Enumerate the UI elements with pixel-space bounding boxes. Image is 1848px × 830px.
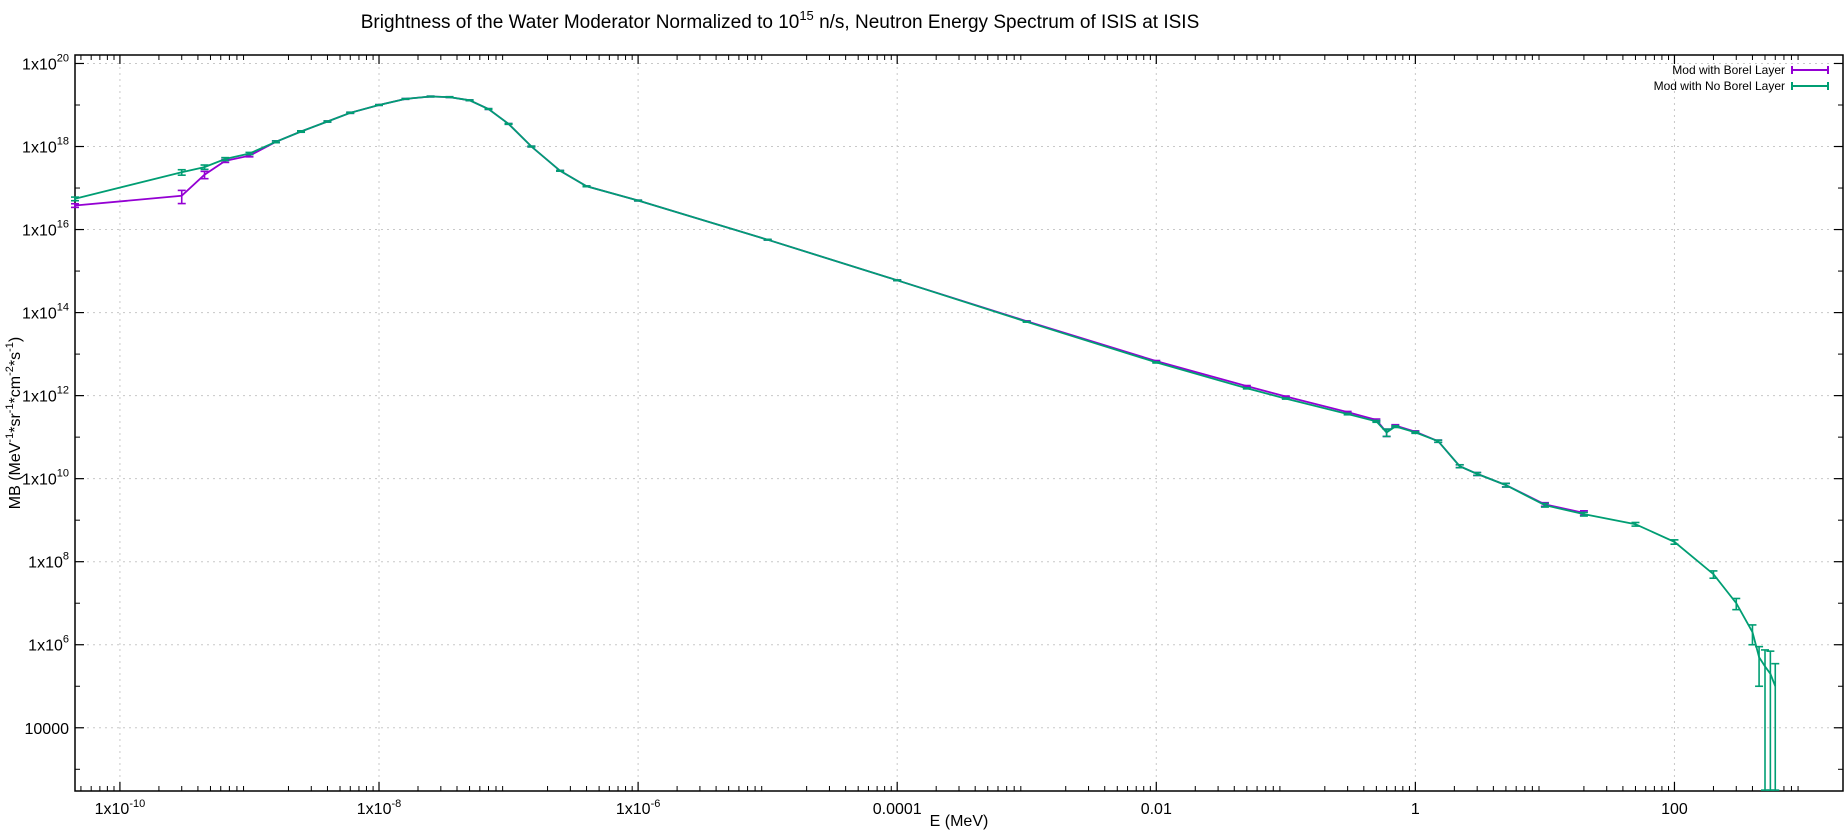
y-label-superscript: -2 [4,366,16,376]
plot-frame [74,54,1844,792]
x-tick-label: 1x10-6 [616,798,660,818]
y-label-part: *s [7,352,24,366]
axis-ticks [75,55,1844,791]
y-tick-exponent: 8 [63,551,69,563]
y-tick-label: 10000 [25,721,70,738]
x-tick-base: 1x10 [616,801,651,818]
x-tick-label: 100 [1661,801,1688,818]
y-tick-base: 1x10 [28,638,63,655]
x-tick-base: 100 [1661,801,1688,818]
y-tick-label: 1x1016 [22,219,69,240]
y-tick-exponent: 20 [57,52,69,64]
y-tick-base: 1x10 [22,306,57,323]
x-tick-label: 0.01 [1141,801,1172,818]
x-tick-exponent: -8 [391,798,401,810]
y-label-superscript: -1 [4,342,16,352]
y-axis-label: MB (MeV-1*sr-1*cm-2*s-1) [4,337,24,509]
y-tick-exponent: 12 [57,385,69,397]
y-tick-label: 1x1014 [22,302,69,323]
series-line [74,95,1585,514]
y-tick-exponent: 18 [57,136,69,148]
series-1 [71,95,1780,791]
legend: Mod with Borel Layer Mod with No Borel La… [1654,63,1829,93]
x-tick-labels: 1x10-10 1x10-8 1x10-6 0.0001 0.01 1 100 [95,798,1688,818]
series-0 [71,95,1588,516]
y-tick-base: 1x10 [22,56,57,73]
x-tick-base: 0.0001 [873,801,922,818]
x-tick-label: 1x10-8 [357,798,401,818]
x-tick-label: 1 [1411,801,1420,818]
y-tick-base: 1x10 [22,389,57,406]
y-tick-labels: 1x10201x10181x10161x10141x10121x10101x10… [22,52,69,737]
y-tick-exponent: 6 [63,634,69,646]
y-tick-label: 1x1020 [22,52,69,73]
y-label-superscript: -1 [4,403,16,413]
y-tick-exponent: 16 [57,219,69,231]
chart-title-rest: n/s, Neutron Energy Spectrum of ISIS at … [814,12,1199,33]
data-series [71,95,1780,791]
x-tick-label: 1x10-10 [95,798,146,818]
series-line [74,95,1777,687]
y-tick-base: 1x10 [22,223,57,240]
y-tick-label: 1x108 [28,551,69,572]
y-tick-exponent: 10 [57,468,69,480]
y-tick-base: 1x10 [22,140,57,157]
grid-lines [75,55,1843,791]
chart-title: Brightness of the Water Moderator Normal… [361,8,1200,33]
y-label-part: ) [7,337,24,342]
y-tick-base: 1x10 [22,472,57,489]
y-tick-label: 1x1012 [22,385,69,406]
legend-label: Mod with No Borel Layer [1654,79,1785,93]
x-tick-label: 0.0001 [873,801,922,818]
chart-title-main: Brightness of the Water Moderator Normal… [361,12,800,33]
y-tick-exponent: 14 [57,302,69,314]
y-tick-label: 1x106 [28,634,69,655]
x-tick-exponent: -6 [651,798,661,810]
x-tick-exponent: -10 [129,798,145,810]
x-tick-base: 1 [1411,801,1420,818]
x-tick-base: 0.01 [1141,801,1172,818]
x-tick-base: 1x10 [95,801,130,818]
y-tick-label: 1x1018 [22,136,69,157]
y-label-part: MB (MeV [7,442,24,509]
y-label-superscript: -1 [4,433,16,443]
y-tick-base: 1x10 [28,555,63,572]
y-tick-label: 1x1010 [22,468,69,489]
y-label-part: *cm [7,376,24,404]
x-tick-base: 1x10 [357,801,392,818]
chart-title-superscript: 15 [799,8,813,23]
legend-label: Mod with Borel Layer [1672,63,1785,77]
y-label-part: *sr [7,413,24,433]
y-tick-base: 10000 [25,721,70,738]
x-axis-label: E (MeV) [930,813,989,830]
